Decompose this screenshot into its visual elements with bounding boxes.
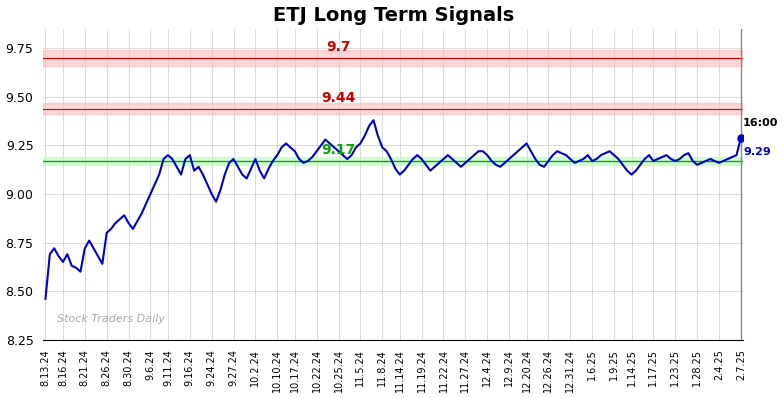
Text: Stock Traders Daily: Stock Traders Daily bbox=[57, 314, 165, 324]
Bar bbox=[43, 103, 743, 114]
Bar bbox=[43, 50, 743, 66]
Text: 9.17: 9.17 bbox=[321, 143, 356, 157]
Text: 9.44: 9.44 bbox=[321, 91, 356, 105]
Text: 9.29: 9.29 bbox=[743, 147, 771, 157]
Bar bbox=[43, 157, 743, 165]
Text: 9.7: 9.7 bbox=[326, 40, 350, 54]
Title: ETJ Long Term Signals: ETJ Long Term Signals bbox=[273, 6, 514, 25]
Text: 16:00: 16:00 bbox=[743, 118, 779, 128]
